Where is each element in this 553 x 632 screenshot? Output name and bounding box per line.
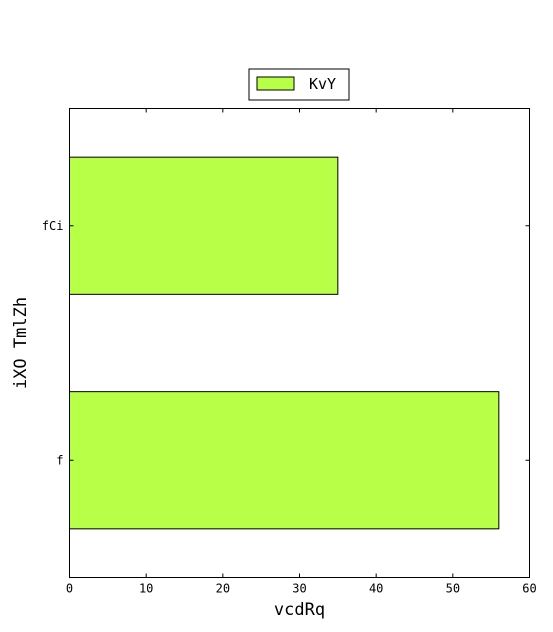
x-tick-label: 60: [522, 582, 536, 596]
legend-swatch: [256, 76, 295, 91]
bar-fCi: [69, 156, 339, 295]
x-tick-label: 40: [369, 582, 383, 596]
x-tick-label: 10: [139, 582, 153, 596]
y-axis-label: iXO TmlZh: [11, 297, 31, 389]
bars-group: [69, 156, 500, 530]
y-axis-ticks: fCi f: [42, 219, 530, 467]
y-tick-label: f: [56, 453, 63, 467]
legend: KvY: [248, 68, 350, 101]
plot-frame: [69, 108, 530, 578]
y-tick-label: fCi: [42, 219, 64, 233]
legend-label: KvY: [309, 75, 336, 93]
x-tick-label: 50: [446, 582, 460, 596]
bar-f: [69, 391, 500, 530]
x-axis-ticks: 0 10 20 30 40 50 60: [66, 108, 537, 596]
x-tick-label: 0: [66, 582, 73, 596]
x-tick-label: 20: [216, 582, 230, 596]
x-axis-label: vcdRq: [274, 600, 325, 620]
x-tick-label: 30: [292, 582, 306, 596]
